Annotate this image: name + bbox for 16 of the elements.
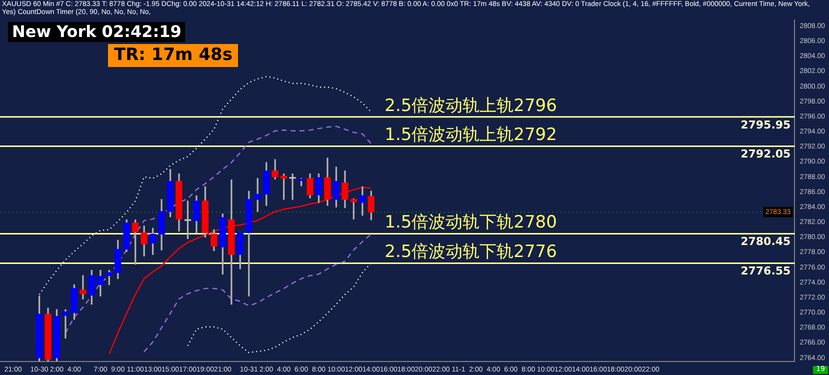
annotation: 2.5倍波动轨上轨2796 [384, 96, 557, 116]
annotation: 2.5倍波动轨下轨2776 [384, 242, 557, 262]
annotation: TR: 17m 48s [108, 44, 238, 67]
ref-line-label: 2792.05 [740, 148, 791, 161]
ref-line-label: 2776.55 [740, 264, 791, 278]
annotation: New York 02:42:19 [8, 22, 186, 42]
candlestick [62, 309, 69, 339]
ref-line-label: 2795.95 [740, 118, 791, 132]
annotation: 1.5倍波动轨上轨2792 [384, 125, 557, 146]
line-series [187, 262, 372, 354]
candlestick [289, 174, 296, 200]
annotation: 1.5倍波动轨下轨2780 [384, 212, 557, 233]
line-series [38, 76, 372, 296]
ref-line-label: 2780.45 [740, 235, 791, 248]
line-series [143, 234, 372, 352]
candlestick [80, 275, 86, 300]
